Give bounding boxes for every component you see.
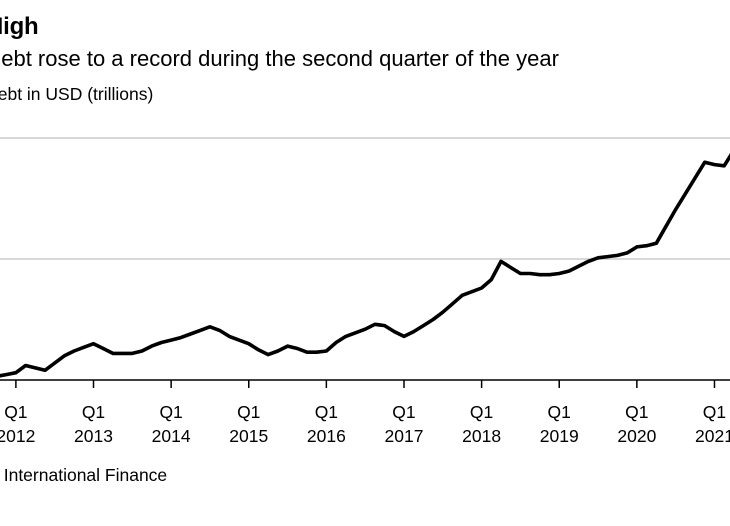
x-tick-label-quarter-2017: Q1 xyxy=(392,402,415,422)
x-tick-label-year-2012: 2012 xyxy=(0,426,35,446)
y-axis-label: debt in USD (trillions) xyxy=(0,84,154,104)
x-tick-label-quarter-2015: Q1 xyxy=(237,402,260,422)
x-tick-label-quarter-2021: Q1 xyxy=(703,402,726,422)
x-tick-label-year-2020: 2020 xyxy=(617,426,656,446)
x-tick-label-year-2015: 2015 xyxy=(229,426,268,446)
x-tick-label-year-2019: 2019 xyxy=(540,426,579,446)
x-tick-label-quarter-2012: Q1 xyxy=(4,402,27,422)
chart-title: High xyxy=(0,13,39,40)
chart-subtitle: debt rose to a record during the second … xyxy=(0,46,559,71)
x-tick-label-quarter-2018: Q1 xyxy=(470,402,493,422)
series-line-debt xyxy=(0,152,730,378)
x-tick-label-year-2021: 2021 xyxy=(695,426,730,446)
x-tick-label-quarter-2014: Q1 xyxy=(159,402,182,422)
x-tick-label-year-2014: 2014 xyxy=(152,426,191,446)
x-tick-label-quarter-2019: Q1 xyxy=(548,402,571,422)
x-tick-label-year-2017: 2017 xyxy=(385,426,424,446)
x-tick-label-year-2016: 2016 xyxy=(307,426,346,446)
x-tick-label-quarter-2013: Q1 xyxy=(82,402,105,422)
x-tick-label-year-2018: 2018 xyxy=(462,426,501,446)
source-note: f International Finance xyxy=(0,465,168,485)
x-tick-label-year-2013: 2013 xyxy=(74,426,113,446)
x-tick-label-quarter-2020: Q1 xyxy=(625,402,648,422)
x-tick-label-quarter-2016: Q1 xyxy=(315,402,338,422)
